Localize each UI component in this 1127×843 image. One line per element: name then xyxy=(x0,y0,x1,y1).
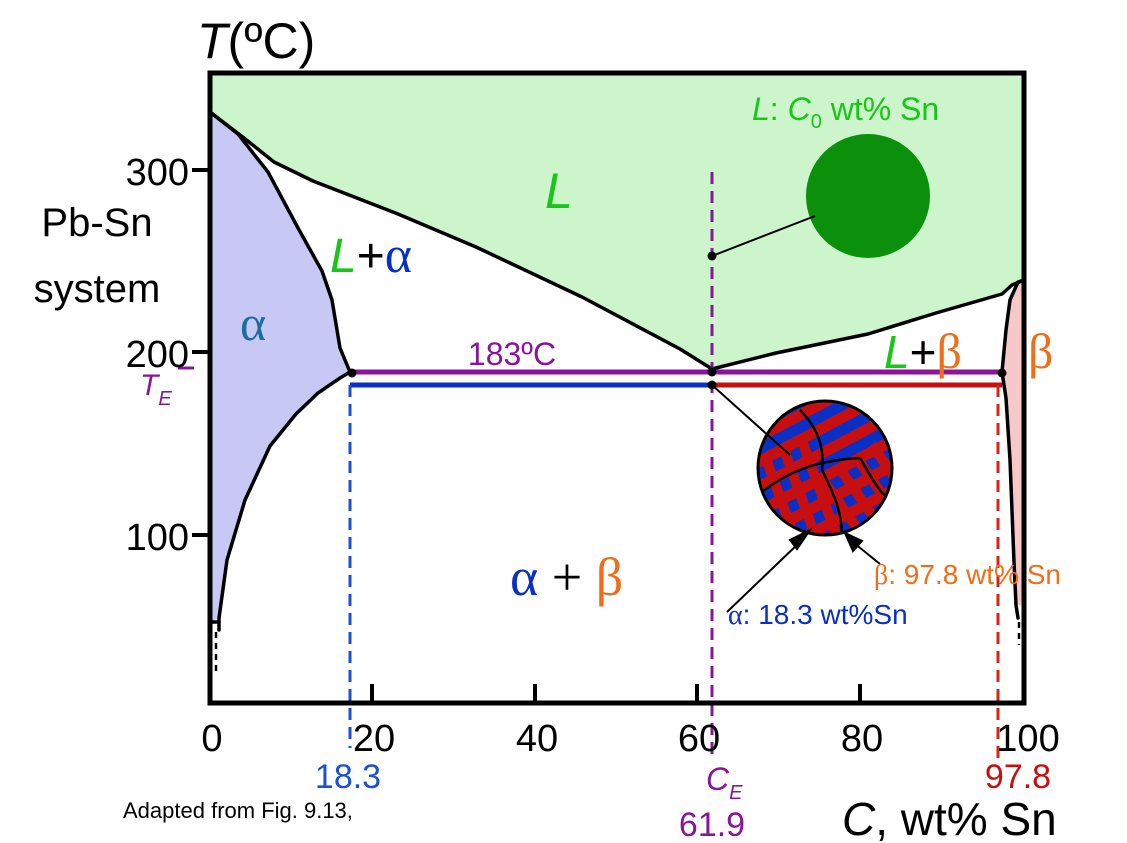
solvus-left-line xyxy=(217,370,352,632)
y-tick-label-200: 200 xyxy=(126,334,189,376)
alpha-composition-label: 18.3 xyxy=(315,758,381,796)
x-axis-title: C, wt% Sn xyxy=(842,793,1057,843)
ce-value-label: 61.9 xyxy=(679,806,745,843)
liquidus-right-line xyxy=(710,278,1026,371)
liquid-point-dot xyxy=(707,251,717,261)
x-tick-label-0: 0 xyxy=(201,718,222,760)
source-note: Adapted from Fig. 9.13, xyxy=(123,798,353,823)
liquid-composition-label: L: C0 wt% Sn xyxy=(752,91,939,133)
alpha-arrow-head xyxy=(788,527,814,551)
beta-region xyxy=(1002,280,1024,605)
solidus-left-line xyxy=(208,110,352,374)
system-label-line1: Pb-Sn xyxy=(41,201,152,245)
x-tick-label-60: 60 xyxy=(678,718,720,760)
x-tick-label-20: 20 xyxy=(353,718,395,760)
beta-eutectic-dot xyxy=(997,368,1007,378)
beta-arrow-head xyxy=(842,530,864,553)
l-alpha-region-label: L+α xyxy=(330,227,412,284)
microstructure-outline xyxy=(756,399,894,537)
y-tick-label-100: 100 xyxy=(126,517,189,559)
alpha-beta-region-label: α + β xyxy=(510,547,623,607)
alpha-region xyxy=(210,112,350,622)
beta-region-label: β xyxy=(1028,323,1053,379)
liquid-droplet xyxy=(806,134,930,258)
plot-frame xyxy=(207,70,1027,706)
alpha-arrow-line xyxy=(726,541,801,613)
te-label: TE xyxy=(140,369,172,410)
liquidus-left-line xyxy=(208,110,714,371)
alpha-region-label: α xyxy=(240,295,266,351)
alpha-eutectic-dot xyxy=(347,368,357,378)
solvus-right-line xyxy=(1000,370,1020,620)
alpha-phase-label: α: 18.3 wt%Sn xyxy=(728,599,908,631)
x-tick-label-100: 100 xyxy=(996,718,1059,760)
beta-composition-label: 97.8 xyxy=(985,758,1051,796)
x-tick-label-80: 80 xyxy=(841,718,883,760)
eutectic-point-dot-lower xyxy=(707,380,717,390)
y-tick-label-300: 300 xyxy=(126,152,189,194)
y-axis-title: T(ºC) xyxy=(197,13,315,69)
ce-label: CE xyxy=(706,761,743,804)
beta-phase-label: β: 97.8 wt% Sn xyxy=(874,559,1061,591)
l-beta-region-label: L+β xyxy=(884,323,962,379)
liquid-region xyxy=(210,73,1024,369)
eutectic-leader-line xyxy=(711,384,791,456)
liquid-region-label: L xyxy=(545,163,573,219)
x-tick-label-40: 40 xyxy=(516,718,558,760)
solidus-right-line xyxy=(1000,278,1026,374)
system-label-line2: system xyxy=(34,267,161,311)
eutectic-temperature-label: 183ºC xyxy=(468,336,556,372)
liquid-leader-line xyxy=(711,215,816,257)
eutectic-point-dot xyxy=(707,367,717,377)
